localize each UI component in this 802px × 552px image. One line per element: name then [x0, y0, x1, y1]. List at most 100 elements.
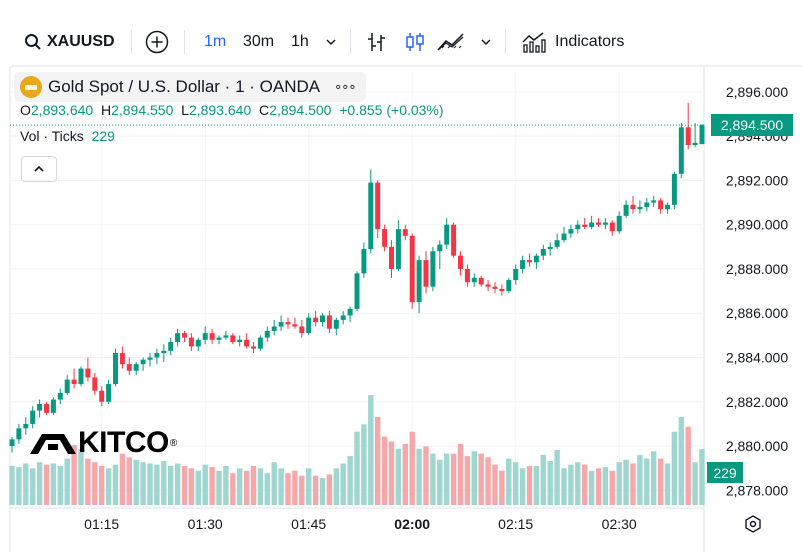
candle-body: [16, 428, 22, 440]
interval-dropdown-button[interactable]: [324, 28, 338, 56]
candle-body: [50, 399, 56, 413]
price-tick-label: 2,892.000: [726, 172, 788, 188]
volume-bar: [57, 465, 63, 505]
volume-bar: [651, 451, 657, 505]
volume-bar: [92, 462, 98, 505]
toolbar-divider: [350, 30, 351, 54]
candle-body: [9, 439, 15, 447]
time-tick-label: 02:15: [498, 516, 533, 532]
volume-bar: [388, 441, 395, 505]
volume-bar: [257, 468, 264, 505]
candle-body: [216, 337, 222, 340]
candle-body: [368, 182, 374, 250]
volume-bar: [602, 467, 609, 505]
indicators-label: Indicators: [555, 33, 625, 50]
candle-body: [354, 273, 360, 309]
volume-bar: [188, 468, 195, 505]
volume-bar: [340, 463, 346, 505]
collapse-legend-button[interactable]: [21, 156, 57, 182]
candle-body: [161, 350, 167, 354]
volume-bar: [99, 465, 105, 505]
candle-body: [133, 364, 139, 371]
volume-bar: [119, 453, 126, 505]
volume-bar: [409, 431, 415, 505]
volume-bar: [499, 470, 505, 505]
volume-bar: [540, 454, 546, 505]
chart-type-dropdown-button[interactable]: [479, 28, 493, 56]
volume-bar: [423, 446, 429, 505]
kitco-registered-mark: ®: [169, 437, 177, 449]
volume-bar: [616, 462, 622, 505]
volume-bar: [699, 449, 705, 505]
candle-body: [375, 182, 381, 230]
interval-1h-button[interactable]: 1h: [291, 33, 309, 50]
candle-body: [292, 324, 298, 327]
volume-bar: [575, 462, 581, 505]
volume-bar: [437, 459, 443, 505]
candle-body: [188, 337, 194, 347]
candle-body: [202, 333, 208, 340]
candle-body: [596, 222, 601, 225]
volume-bar: [154, 464, 160, 505]
candle-body: [582, 224, 588, 227]
interval-30m-button[interactable]: 30m: [243, 33, 275, 50]
volume-bar: [547, 461, 553, 505]
volume-bar: [147, 463, 153, 505]
candle-body: [71, 379, 77, 385]
volume-bar: [444, 453, 450, 505]
area-style-button[interactable]: [436, 28, 466, 56]
candle-body: [126, 364, 132, 371]
bar-style-button[interactable]: [366, 28, 388, 56]
candle-body: [44, 403, 49, 413]
candle-body: [637, 207, 643, 210]
volume-bar: [23, 463, 29, 505]
candle-body: [320, 315, 325, 323]
compare-symbol-button[interactable]: [145, 28, 169, 56]
time-axis[interactable]: 01:15 01:30 01:45 02:00 02:15 02:30: [84, 516, 637, 532]
settings-hex-icon: [745, 515, 761, 533]
candle-body: [561, 233, 567, 241]
volume-bar: [533, 465, 540, 505]
volume-bar: [223, 465, 229, 505]
kitco-wordmark: KITCO: [78, 426, 169, 459]
volume-bar: [630, 463, 636, 505]
candle-body: [251, 346, 256, 349]
volume-bar: [354, 431, 360, 505]
volume-bar: [381, 436, 388, 505]
symbol-legend-title[interactable]: Gold Spot / U.S. Dollar · 1 · OANDA ∘∘∘: [14, 72, 366, 102]
candle-body: [299, 326, 305, 334]
candle-body: [23, 423, 29, 429]
candle-body: [106, 384, 112, 402]
search-icon: [25, 34, 41, 50]
volume-bar: [519, 468, 526, 505]
top-toolbar: XAUUSD 1m 30m 1h Indicators: [0, 0, 802, 72]
volume-bar: [568, 464, 574, 505]
candle-body: [692, 142, 698, 146]
open-value: 2,893.640: [30, 102, 94, 118]
volume-bar: [485, 457, 491, 505]
price-tick-label: 2,878.000: [726, 482, 788, 498]
gold-bar-icon: [20, 76, 42, 98]
candle-body: [506, 280, 512, 292]
chevron-down-icon: [326, 39, 336, 46]
candle-body: [382, 229, 388, 247]
symbol-label: XAUUSD: [47, 33, 115, 50]
bars-icon: [368, 33, 385, 51]
symbol-search-button[interactable]: XAUUSD: [24, 28, 115, 56]
volume-bar: [85, 458, 91, 505]
interval-1m-button[interactable]: 1m: [204, 33, 227, 50]
candles-style-button[interactable]: [404, 28, 426, 56]
indicators-button[interactable]: Indicators: [521, 28, 624, 56]
volume-bar: [395, 448, 402, 505]
candle-body: [119, 353, 125, 365]
time-tick-label: 02:00: [394, 516, 430, 532]
axis-settings-button[interactable]: [745, 515, 761, 533]
candle-body: [85, 368, 91, 378]
volume-bar: [64, 458, 70, 505]
candle-body: [92, 377, 98, 391]
more-options-icon[interactable]: ∘∘∘: [334, 79, 356, 94]
price-axis[interactable]: 2,878.000 2,880.000 2,882.000 2,884.000 2,88…: [726, 84, 788, 498]
volume-bar: [312, 475, 319, 505]
volume-bar: [416, 448, 422, 505]
